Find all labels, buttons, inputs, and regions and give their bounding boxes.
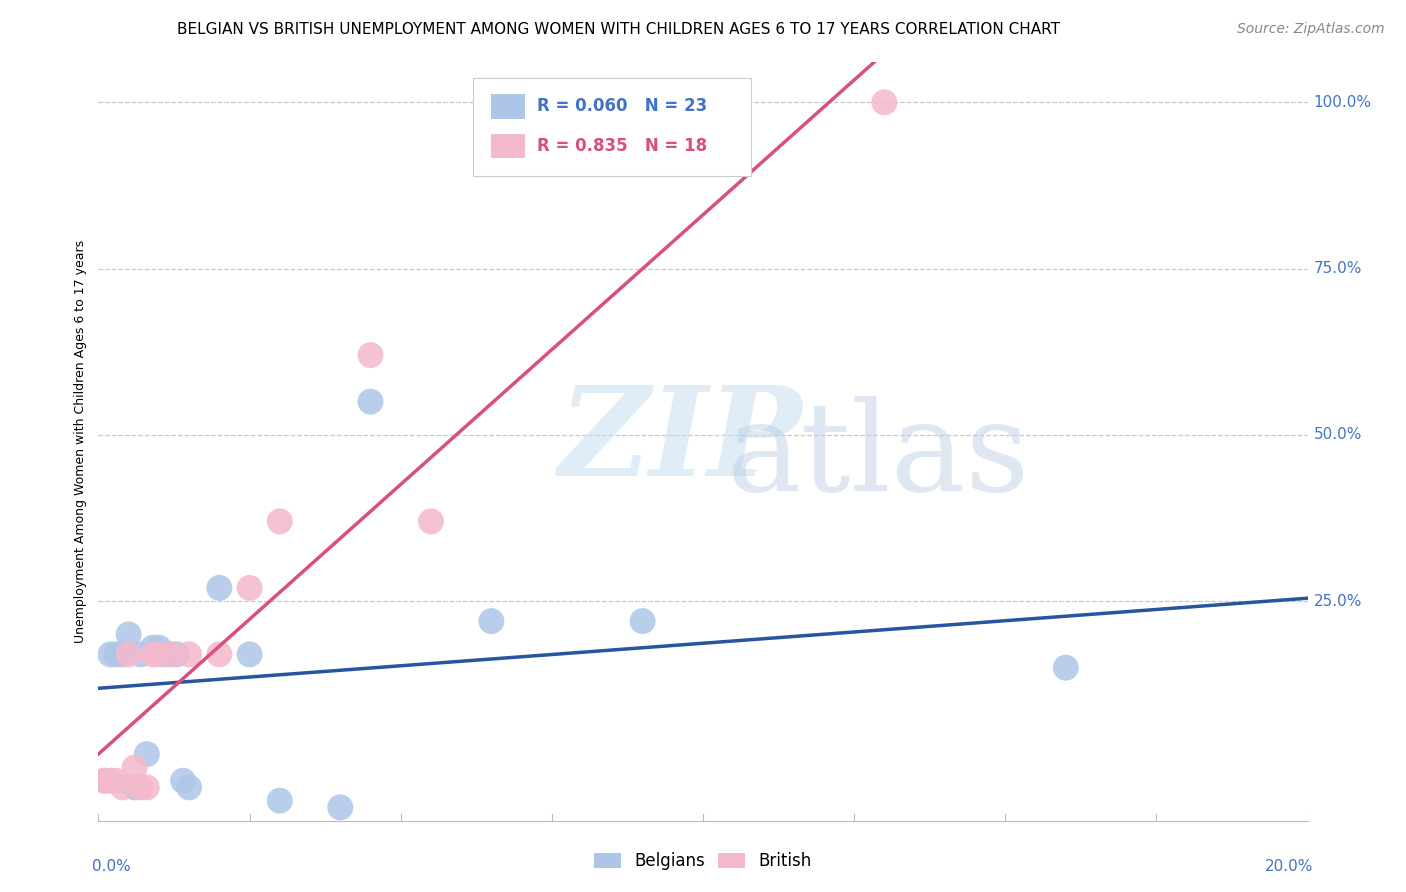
Legend: Belgians, British: Belgians, British xyxy=(588,846,818,877)
FancyBboxPatch shape xyxy=(474,78,751,177)
Point xyxy=(179,780,201,795)
Point xyxy=(166,648,188,662)
FancyBboxPatch shape xyxy=(492,134,526,158)
Point xyxy=(208,581,231,595)
Point xyxy=(153,648,176,662)
Point xyxy=(129,648,152,662)
Point xyxy=(269,514,291,528)
Text: atlas: atlas xyxy=(727,396,1031,517)
Y-axis label: Unemployment Among Women with Children Ages 6 to 17 years: Unemployment Among Women with Children A… xyxy=(75,240,87,643)
Point xyxy=(239,648,262,662)
Point xyxy=(329,800,352,814)
Point xyxy=(100,773,122,788)
Point xyxy=(481,614,503,628)
Point xyxy=(142,648,165,662)
Text: 0.0%: 0.0% xyxy=(93,858,131,873)
Point xyxy=(135,747,157,761)
Point xyxy=(1054,661,1077,675)
Point xyxy=(179,648,201,662)
Text: 100.0%: 100.0% xyxy=(1313,95,1372,110)
Text: 25.0%: 25.0% xyxy=(1313,594,1362,608)
Point xyxy=(118,627,141,641)
Text: 50.0%: 50.0% xyxy=(1313,427,1362,442)
FancyBboxPatch shape xyxy=(492,95,526,119)
Point xyxy=(239,581,262,595)
Point xyxy=(142,640,165,655)
Point xyxy=(118,648,141,662)
Point xyxy=(160,648,183,662)
Point xyxy=(124,760,146,774)
Point xyxy=(148,640,170,655)
Text: R = 0.835   N = 18: R = 0.835 N = 18 xyxy=(537,136,707,155)
Point xyxy=(105,773,128,788)
Point xyxy=(360,348,382,362)
Point xyxy=(111,648,134,662)
Point xyxy=(360,394,382,409)
Point xyxy=(93,773,115,788)
Text: ZIP: ZIP xyxy=(558,381,801,502)
Text: Source: ZipAtlas.com: Source: ZipAtlas.com xyxy=(1237,22,1385,37)
Point xyxy=(160,648,183,662)
Text: 75.0%: 75.0% xyxy=(1313,261,1362,277)
Point xyxy=(420,514,443,528)
Point xyxy=(148,648,170,662)
Point xyxy=(129,780,152,795)
Point xyxy=(111,780,134,795)
Point xyxy=(873,95,896,110)
Text: BELGIAN VS BRITISH UNEMPLOYMENT AMONG WOMEN WITH CHILDREN AGES 6 TO 17 YEARS COR: BELGIAN VS BRITISH UNEMPLOYMENT AMONG WO… xyxy=(177,22,1060,37)
Point xyxy=(105,648,128,662)
Point xyxy=(100,648,122,662)
Point xyxy=(93,773,115,788)
Point xyxy=(208,648,231,662)
Text: R = 0.060   N = 23: R = 0.060 N = 23 xyxy=(537,97,707,115)
Text: 20.0%: 20.0% xyxy=(1265,858,1313,873)
Point xyxy=(135,780,157,795)
Point xyxy=(172,773,194,788)
Point xyxy=(269,794,291,808)
Point xyxy=(631,614,654,628)
Point xyxy=(124,780,146,795)
